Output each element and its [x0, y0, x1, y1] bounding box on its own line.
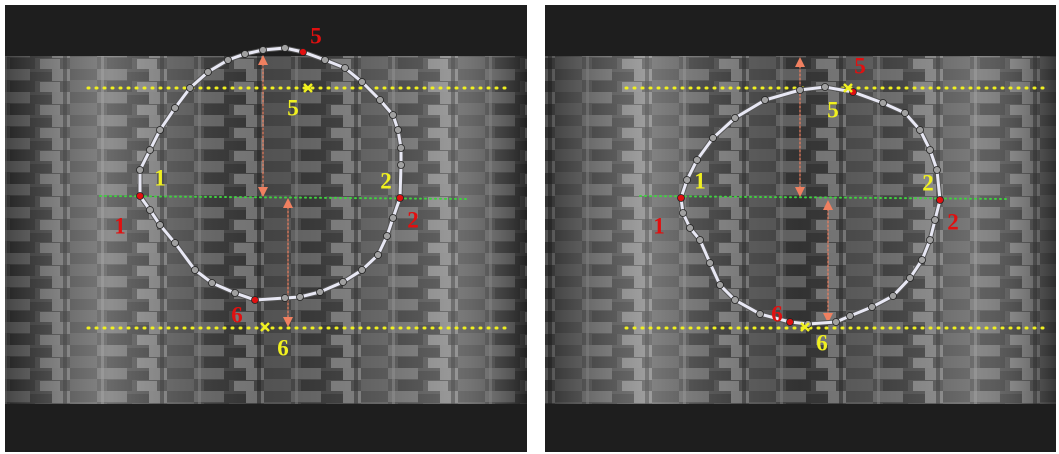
control-point — [927, 147, 934, 154]
control-point — [187, 85, 194, 92]
control-point — [890, 293, 897, 300]
control-point — [822, 84, 829, 91]
control-point — [317, 289, 324, 296]
red-label: 5 — [310, 23, 322, 48]
control-point — [707, 260, 714, 267]
landmark-point — [137, 193, 144, 200]
control-point — [282, 295, 289, 302]
control-point — [732, 115, 739, 122]
yellow-label: 5 — [287, 95, 299, 120]
yellow-label: 6 — [277, 335, 289, 360]
control-point — [359, 267, 366, 274]
control-point — [209, 280, 216, 287]
landmark-point — [397, 195, 404, 202]
control-point — [762, 97, 769, 104]
control-point — [375, 252, 382, 259]
control-point — [147, 207, 154, 214]
control-point — [398, 145, 405, 152]
control-point — [697, 237, 704, 244]
control-point — [694, 157, 701, 164]
yellow-label: 1 — [154, 165, 166, 190]
control-point — [157, 222, 164, 229]
control-point — [342, 65, 349, 72]
yellow-label: 6 — [816, 330, 828, 355]
control-point — [260, 47, 267, 54]
landmark-point — [787, 319, 794, 326]
red-label: 2 — [407, 207, 419, 232]
red-label: 2 — [947, 209, 959, 234]
control-point — [797, 87, 804, 94]
yellow-label: 5 — [827, 97, 839, 122]
control-point — [322, 57, 329, 64]
control-point — [932, 217, 939, 224]
control-point — [147, 147, 154, 154]
red-label: 6 — [771, 301, 783, 326]
page: 1256125612561256 (() => { const data = J… — [0, 0, 1059, 454]
red-label: 5 — [854, 53, 866, 78]
control-point — [172, 105, 179, 112]
yellow-label: 2 — [922, 170, 934, 195]
control-point — [717, 282, 724, 289]
control-point — [242, 51, 249, 58]
landmark-point — [300, 49, 307, 56]
control-point — [398, 162, 405, 169]
control-point — [847, 313, 854, 320]
control-point — [907, 275, 914, 282]
control-point — [192, 267, 199, 274]
red-label: 1 — [653, 213, 665, 238]
control-point — [934, 167, 941, 174]
yellow-label: 2 — [380, 168, 392, 193]
control-point — [157, 127, 164, 134]
control-point — [137, 167, 144, 174]
figure: 1 2 5 6 1 2 5 6 1 2 5 6 1 2 5 6 — [0, 0, 1059, 454]
control-point — [282, 45, 289, 52]
yellow-label: 1 — [694, 168, 706, 193]
control-point — [833, 319, 840, 326]
control-point — [710, 135, 717, 142]
control-point — [680, 210, 687, 217]
control-point — [917, 127, 924, 134]
control-point — [395, 127, 402, 134]
control-point — [172, 240, 179, 247]
control-point — [757, 311, 764, 318]
control-point — [902, 110, 909, 117]
control-point — [869, 304, 876, 311]
control-point — [232, 290, 239, 297]
landmark-point — [252, 297, 259, 304]
control-point — [340, 279, 347, 286]
landmark-point — [937, 197, 944, 204]
control-point — [384, 233, 391, 240]
control-point — [205, 69, 212, 76]
control-point — [225, 57, 232, 64]
control-point — [732, 297, 739, 304]
control-point — [359, 79, 366, 86]
control-point — [687, 225, 694, 232]
control-point — [927, 237, 934, 244]
control-point — [390, 215, 397, 222]
control-point — [684, 177, 691, 184]
control-point — [919, 257, 926, 264]
control-point — [297, 294, 304, 301]
panel-left-image — [5, 5, 527, 452]
control-point — [880, 100, 887, 107]
red-label: 6 — [231, 302, 243, 327]
control-point — [390, 112, 397, 119]
control-point — [377, 97, 384, 104]
red-label: 1 — [114, 213, 126, 238]
landmark-point — [678, 195, 685, 202]
